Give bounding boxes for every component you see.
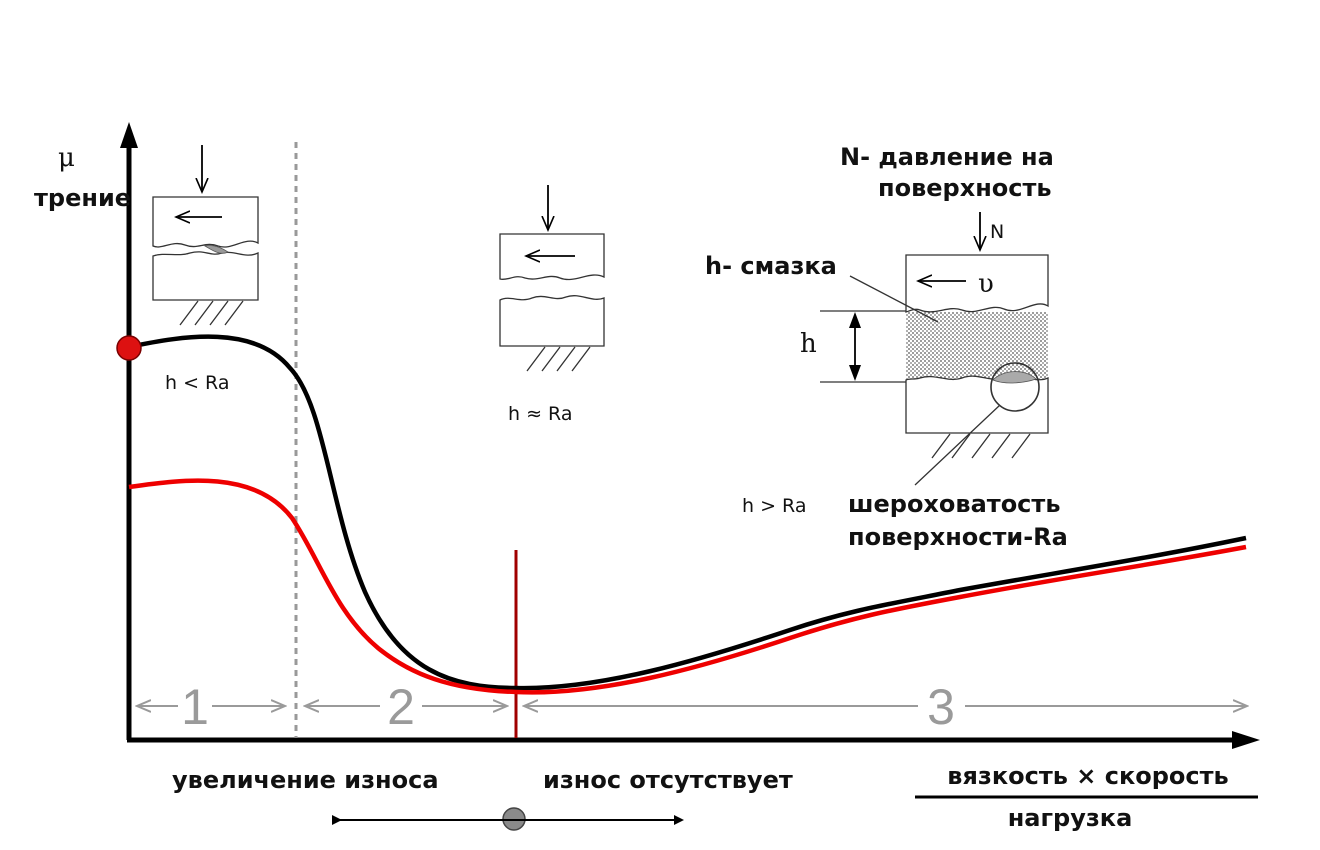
thickness-symbol: h: [800, 329, 817, 359]
regime-label-mixed: h ≈ Ra: [508, 403, 572, 425]
illustration-boundary-contact: [152, 145, 259, 326]
regime-label-hydrodynamic: h > Ra: [742, 495, 806, 517]
zone-1-span: 1: [137, 679, 285, 735]
zone-3-number: 3: [927, 679, 955, 735]
x-axis-denominator: нагрузка: [1008, 804, 1133, 832]
force-symbol: N: [990, 221, 1004, 243]
zone-2-number: 2: [387, 679, 415, 735]
y-axis-label: трение: [34, 184, 131, 212]
zone-2-span: 2: [305, 679, 507, 735]
zone-3-span: 3: [524, 679, 1247, 735]
label-wear-increase: увеличение износа: [172, 766, 439, 794]
x-axis-numerator: вязкость × скорость: [947, 762, 1228, 790]
legend-pressure-line2: поверхность: [878, 174, 1052, 202]
regime-label-boundary: h < Ra: [165, 372, 229, 394]
illustration-hydrodynamic: [820, 212, 1049, 486]
x-axis-arrowhead: [1232, 731, 1260, 749]
legend-roughness-line1: шероховатость: [848, 490, 1061, 518]
legend-lubricant: h- смазка: [705, 252, 837, 280]
illustration-mixed-regime: [499, 185, 605, 372]
friction-curve-red: [128, 478, 1247, 695]
friction-curve-black: [128, 334, 1247, 691]
label-no-wear: износ отсутствует: [543, 766, 793, 794]
legend-roughness-line2: поверхности-Ra: [848, 523, 1068, 551]
legend-pressure-line1: N- давление на: [840, 143, 1054, 171]
velocity-symbol: υ: [978, 269, 994, 299]
y-axis-symbol: μ: [58, 143, 75, 173]
zone-1-number: 1: [181, 679, 209, 735]
y-axis-arrowhead: [120, 122, 138, 148]
start-point-marker: [116, 335, 142, 361]
